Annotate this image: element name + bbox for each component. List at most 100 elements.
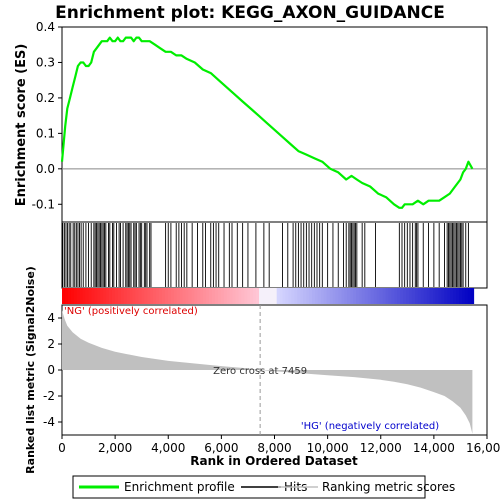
band-segment (417, 288, 422, 304)
band-segment (347, 288, 351, 304)
band-segment (467, 288, 472, 304)
band-segment (323, 288, 328, 304)
band-segment (226, 288, 231, 304)
positive-correlation-label: 'NG' (positively correlated) (64, 306, 198, 317)
metric-y-tick-label: -2 (43, 389, 55, 403)
band-segment (159, 288, 163, 304)
legend-label-ranking-metric: Ranking metric scores (322, 480, 455, 494)
es-y-tick-label: 0.0 (36, 162, 55, 176)
band-segment (135, 288, 139, 304)
band-segment (76, 288, 81, 304)
band-segment (453, 288, 457, 304)
band-segment (329, 288, 333, 304)
band-segment (367, 288, 372, 304)
band-segment (353, 288, 357, 304)
band-segment (276, 288, 281, 304)
rank-color-band (62, 288, 475, 304)
band-segment (223, 288, 228, 304)
band-segment (361, 288, 366, 304)
band-segment (406, 288, 410, 304)
band-segment (211, 288, 216, 304)
band-segment (141, 288, 145, 304)
x-tick-label: 8,000 (257, 441, 291, 455)
es-y-tick-label: -0.1 (32, 197, 55, 211)
band-segment (306, 288, 310, 304)
band-segment (379, 288, 383, 304)
band-segment (247, 288, 251, 304)
band-segment (126, 288, 131, 304)
x-tick-label: 14,000 (413, 441, 455, 455)
es-line (60, 36, 474, 209)
band-segment (138, 288, 142, 304)
band-segment (117, 288, 122, 304)
negative-correlation-label: 'HG' (negatively correlated) (301, 421, 439, 432)
metric-area-fill (62, 310, 473, 434)
band-segment (317, 288, 322, 304)
band-segment (173, 288, 178, 304)
band-segment (161, 288, 166, 304)
band-segment (423, 288, 428, 304)
band-segment (309, 288, 313, 304)
band-segment (350, 288, 354, 304)
es-y-tick-label: 0.3 (36, 55, 55, 69)
band-segment (314, 288, 319, 304)
band-segment (220, 288, 225, 304)
band-segment (461, 288, 466, 304)
band-segment (411, 288, 416, 304)
band-segment (97, 288, 101, 304)
x-axis-label: Rank in Ordered Dataset (190, 454, 358, 468)
band-segment (132, 288, 136, 304)
metric-y-tick-label: 4 (47, 311, 55, 325)
band-segment (194, 288, 198, 304)
band-segment (114, 288, 119, 304)
band-segment (444, 288, 448, 304)
band-segment (185, 288, 189, 304)
band-segment (291, 288, 295, 304)
band-segment (303, 288, 307, 304)
band-segment (370, 288, 375, 304)
band-segment (94, 288, 98, 304)
band-segment (206, 288, 210, 304)
band-segment (432, 288, 436, 304)
x-tick-label: 16,000 (466, 441, 500, 455)
band-segment (344, 288, 348, 304)
band-segment (326, 288, 331, 304)
es-y-tick-label: 0.2 (36, 91, 55, 105)
band-segment (435, 288, 439, 304)
band-segment (311, 288, 316, 304)
band-segment (82, 288, 86, 304)
band-segment (79, 288, 83, 304)
band-segment (264, 288, 269, 304)
band-segment (191, 288, 195, 304)
band-segment (203, 288, 207, 304)
band-segment (256, 288, 260, 304)
band-segment (129, 288, 133, 304)
band-segment (144, 288, 148, 304)
band-segment (426, 288, 431, 304)
band-segment (470, 288, 475, 304)
band-segment (217, 288, 222, 304)
es-y-axis-label: Enrichment score (ES) (14, 44, 29, 207)
band-segment (153, 288, 157, 304)
band-segment (297, 288, 301, 304)
es-y-axis: -0.1 0.0 0.1 0.2 0.3 0.4 (32, 20, 62, 211)
band-segment (459, 288, 463, 304)
x-tick-label: 6,000 (204, 441, 238, 455)
band-segment (123, 288, 128, 304)
x-axis: 0 2,000 4,000 6,000 8,000 10,000 12,000 14,000 1… (58, 435, 500, 455)
band-segment (150, 288, 154, 304)
band-segment (164, 288, 169, 304)
band-segment (238, 288, 242, 304)
band-segment (288, 288, 292, 304)
band-segment (100, 288, 104, 304)
band-segment (320, 288, 325, 304)
band-segment (103, 288, 107, 304)
x-tick-label: 2,000 (98, 441, 132, 455)
band-segment (167, 288, 172, 304)
zero-cross-label: Zero cross at 7459 (213, 366, 307, 377)
band-segment (147, 288, 151, 304)
band-segment (106, 288, 110, 304)
es-series-line (60, 36, 474, 209)
band-segment (229, 288, 233, 304)
band-segment (253, 288, 257, 304)
